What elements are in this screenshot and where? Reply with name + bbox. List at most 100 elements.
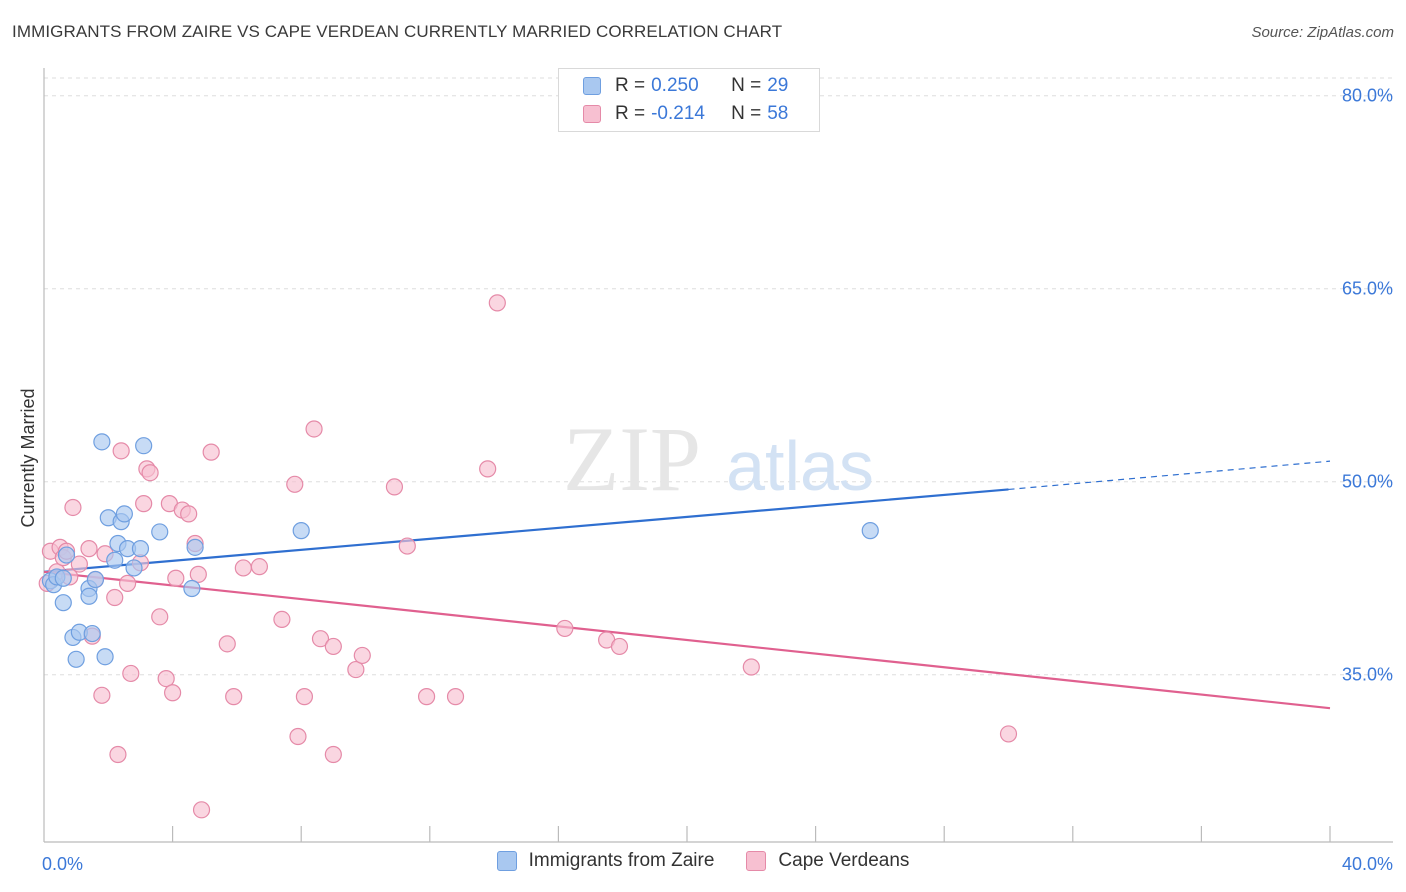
stats-legend: R = 0.250 N = 29 R = -0.214 N = 58 bbox=[558, 68, 820, 132]
data-point-zaire bbox=[93, 433, 111, 451]
y-tick-labels: 35.0% 50.0% 65.0% 80.0% bbox=[1342, 86, 1393, 685]
data-point-cape-verdean bbox=[112, 442, 130, 460]
x-tick-label-min: 0.0% bbox=[42, 854, 83, 874]
data-point-cape-verdean bbox=[324, 637, 342, 656]
data-point-zaire bbox=[67, 650, 85, 668]
data-point-cape-verdean bbox=[189, 565, 207, 583]
legend-r-value: -0.214 bbox=[651, 103, 705, 124]
data-point-cape-verdean bbox=[610, 637, 629, 656]
y-tick-label: 50.0% bbox=[1342, 472, 1393, 492]
data-point-zaire bbox=[96, 648, 114, 666]
series-legend-item-cape-verdean: Cape Verdeans bbox=[746, 850, 909, 872]
data-point-cape-verdean bbox=[192, 801, 211, 819]
data-point-cape-verdean bbox=[151, 608, 169, 626]
data-point-cape-verdean bbox=[289, 727, 307, 746]
legend-swatch-cape-verdean bbox=[583, 105, 601, 123]
data-point-zaire bbox=[83, 624, 101, 643]
data-point-cape-verdean bbox=[398, 537, 416, 555]
data-point-cape-verdean bbox=[311, 630, 330, 648]
data-point-zaire bbox=[861, 522, 879, 540]
data-point-cape-verdean bbox=[157, 669, 175, 688]
data-point-cape-verdean bbox=[446, 688, 465, 706]
data-point-cape-verdean bbox=[295, 688, 314, 706]
legend-row-cape-verdean: R = -0.214 N = 58 bbox=[559, 100, 788, 128]
data-point-zaire bbox=[292, 522, 310, 540]
data-point-zaire bbox=[151, 523, 169, 541]
series-legend-item-zaire: Immigrants from Zaire bbox=[496, 850, 715, 872]
legend-n-value: 58 bbox=[767, 103, 789, 124]
data-points bbox=[38, 294, 1018, 819]
trend-line-extension-0 bbox=[1008, 460, 1331, 491]
data-point-cape-verdean bbox=[93, 686, 111, 704]
y-tick-label: 35.0% bbox=[1342, 665, 1393, 685]
legend-row-zaire: R = 0.250 N = 29 bbox=[559, 72, 788, 100]
data-point-zaire bbox=[80, 587, 98, 605]
data-point-cape-verdean bbox=[286, 475, 304, 493]
y-axis-label: Currently Married bbox=[18, 388, 38, 527]
series-name-zaire: Immigrants from Zaire bbox=[528, 850, 715, 871]
legend-r-label: R = bbox=[615, 75, 646, 96]
data-point-cape-verdean bbox=[202, 443, 220, 461]
source-label: Source: ZipAtlas.com bbox=[1251, 24, 1394, 41]
data-point-zaire bbox=[186, 538, 204, 556]
y-tick-label: 65.0% bbox=[1342, 279, 1393, 299]
data-point-cape-verdean bbox=[135, 495, 153, 513]
data-point-cape-verdean bbox=[488, 294, 506, 312]
data-point-zaire bbox=[86, 570, 105, 589]
data-point-zaire bbox=[106, 551, 124, 569]
data-point-cape-verdean bbox=[250, 558, 269, 576]
legend-r-value: 0.250 bbox=[651, 75, 699, 96]
data-point-zaire bbox=[183, 579, 201, 598]
data-point-cape-verdean bbox=[417, 688, 436, 706]
legend-r-label: R = bbox=[615, 103, 646, 124]
data-point-cape-verdean bbox=[109, 745, 127, 764]
data-point-zaire bbox=[131, 540, 150, 558]
data-point-cape-verdean bbox=[225, 688, 243, 706]
data-point-cape-verdean bbox=[167, 569, 185, 587]
data-point-cape-verdean bbox=[141, 464, 159, 482]
data-point-cape-verdean bbox=[347, 660, 365, 679]
chart-title: IMMIGRANTS FROM ZAIRE VS CAPE VERDEAN CU… bbox=[12, 22, 783, 41]
legend-n-label: N = bbox=[731, 75, 762, 96]
data-point-zaire bbox=[125, 559, 143, 577]
data-point-cape-verdean bbox=[234, 559, 252, 577]
data-point-zaire bbox=[57, 546, 76, 564]
data-point-cape-verdean bbox=[999, 725, 1018, 743]
data-point-cape-verdean bbox=[164, 684, 182, 702]
data-point-cape-verdean bbox=[742, 658, 760, 676]
data-point-cape-verdean bbox=[118, 574, 137, 592]
data-point-zaire bbox=[135, 437, 153, 455]
legend-n-value: 29 bbox=[767, 75, 789, 96]
data-point-cape-verdean bbox=[80, 540, 98, 558]
data-point-zaire bbox=[115, 505, 133, 523]
data-point-cape-verdean bbox=[180, 505, 198, 523]
data-point-cape-verdean bbox=[353, 646, 371, 665]
data-point-cape-verdean bbox=[64, 498, 82, 517]
y-tick-label: 80.0% bbox=[1342, 86, 1393, 106]
x-tick-label-max: 40.0% bbox=[1342, 854, 1393, 874]
legend-swatch-zaire bbox=[583, 77, 601, 95]
data-point-cape-verdean bbox=[70, 555, 88, 573]
series-swatch-zaire bbox=[496, 851, 517, 871]
grid-lines bbox=[44, 77, 1393, 676]
data-point-cape-verdean bbox=[122, 664, 140, 683]
data-point-zaire bbox=[54, 594, 72, 612]
data-point-zaire bbox=[54, 569, 72, 587]
series-legend: Immigrants from Zaire Cape Verdeans bbox=[0, 850, 1406, 872]
watermark-zip: ZIP bbox=[563, 408, 701, 510]
watermark-atlas: atlas bbox=[726, 427, 874, 505]
trend-line-1 bbox=[43, 570, 1331, 710]
data-point-cape-verdean bbox=[385, 478, 404, 496]
data-point-cape-verdean bbox=[218, 635, 236, 653]
data-point-cape-verdean bbox=[324, 745, 342, 764]
data-point-cape-verdean bbox=[479, 460, 497, 478]
data-point-cape-verdean bbox=[273, 610, 291, 629]
axes bbox=[43, 68, 1393, 843]
data-point-cape-verdean bbox=[556, 619, 574, 638]
data-point-cape-verdean bbox=[305, 420, 323, 438]
series-swatch-cape-verdean bbox=[746, 851, 767, 871]
trend-line-0 bbox=[43, 488, 1009, 573]
legend-n-label: N = bbox=[731, 103, 762, 124]
series-name-cape-verdean: Cape Verdeans bbox=[778, 850, 910, 871]
